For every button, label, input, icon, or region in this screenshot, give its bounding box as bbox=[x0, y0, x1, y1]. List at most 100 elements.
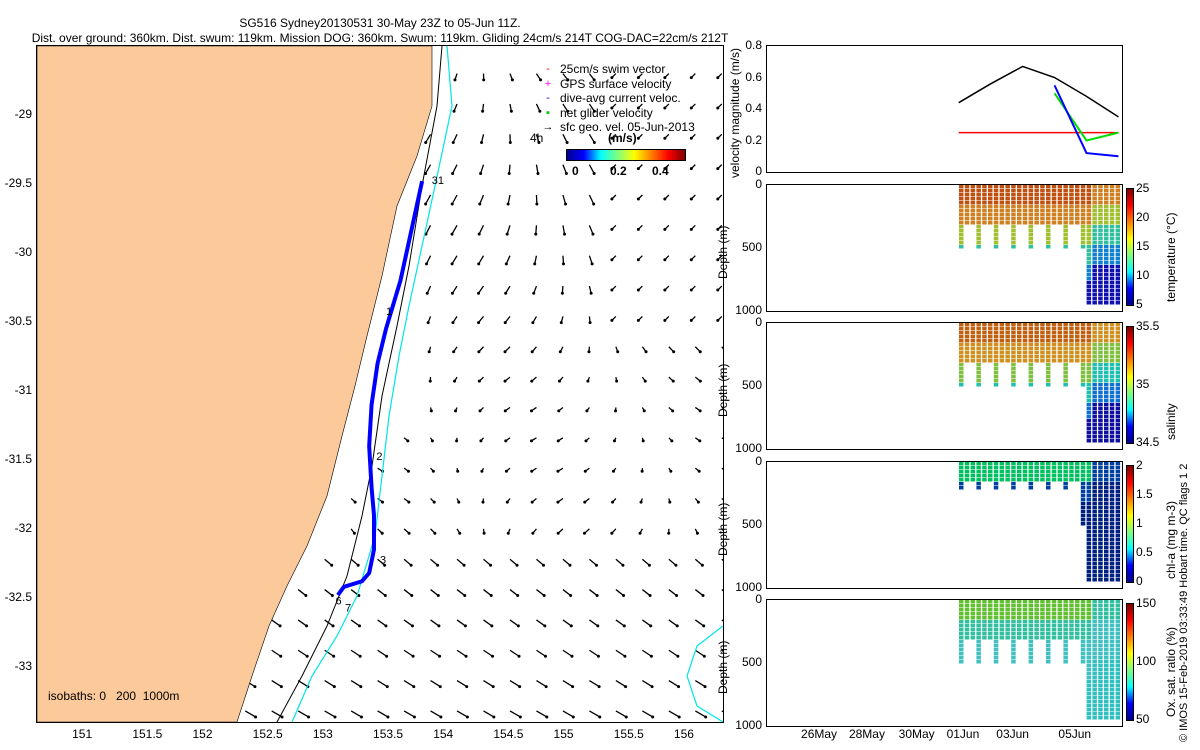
section-cell bbox=[1011, 359, 1016, 363]
section-cell bbox=[1109, 608, 1115, 612]
section-cell bbox=[1034, 197, 1039, 201]
section-cell bbox=[1075, 462, 1080, 466]
section-cell bbox=[1017, 620, 1022, 624]
section-cell bbox=[1104, 431, 1109, 435]
section-cell bbox=[1115, 522, 1121, 526]
section-cell bbox=[1080, 209, 1086, 213]
section-cell bbox=[1092, 664, 1097, 668]
section-cell bbox=[1115, 399, 1121, 403]
section-cell bbox=[1011, 323, 1016, 327]
section-cell bbox=[1028, 343, 1034, 347]
section-cell bbox=[1098, 265, 1103, 269]
section-cell bbox=[1046, 331, 1051, 335]
section-cell bbox=[976, 640, 981, 644]
velocity-arrow bbox=[694, 558, 703, 566]
section-cell bbox=[1086, 518, 1092, 522]
section-cell bbox=[1086, 648, 1092, 652]
section-cell bbox=[1063, 189, 1068, 193]
section-cell bbox=[1046, 185, 1051, 189]
section-cell bbox=[1104, 692, 1109, 696]
section-cell bbox=[1104, 530, 1109, 534]
section-cell bbox=[959, 600, 964, 604]
map-x-tick: 153 bbox=[312, 727, 333, 741]
section-cell bbox=[1104, 209, 1109, 213]
section-cell bbox=[1098, 383, 1103, 387]
velocity-arrow bbox=[324, 589, 333, 597]
section-cell bbox=[1098, 273, 1103, 277]
map-x-tick: 151.5 bbox=[132, 727, 163, 741]
section-cell bbox=[1017, 189, 1022, 193]
section-cell bbox=[1104, 478, 1109, 482]
section-cell bbox=[1104, 522, 1109, 526]
velocity-arrow bbox=[430, 710, 442, 718]
section-cell bbox=[988, 327, 993, 331]
section-cell bbox=[1115, 297, 1121, 301]
section-cell bbox=[1098, 363, 1103, 367]
colorbar-tick: 25 bbox=[1136, 181, 1150, 195]
velocity-arrow bbox=[479, 164, 485, 174]
section-cell bbox=[1069, 339, 1074, 343]
section-cell bbox=[999, 474, 1005, 478]
section-cell bbox=[964, 339, 970, 343]
velocity-arrow-head bbox=[610, 531, 614, 535]
section-cell bbox=[1028, 632, 1034, 636]
section-cell bbox=[1057, 335, 1063, 339]
velocity-arrow bbox=[562, 194, 567, 205]
section-cell bbox=[1092, 205, 1097, 209]
section-cell bbox=[1104, 502, 1109, 506]
section-cell bbox=[1115, 217, 1121, 221]
section-cell bbox=[1086, 277, 1092, 281]
section-cell bbox=[1034, 470, 1039, 474]
section-cell bbox=[1115, 355, 1121, 359]
velocity-arrow-head bbox=[518, 715, 522, 719]
section-cell bbox=[1115, 462, 1121, 466]
section-cell bbox=[1092, 490, 1097, 494]
section-cell bbox=[1086, 371, 1092, 375]
velocity-arrow-head bbox=[492, 715, 496, 719]
section-cell bbox=[1104, 347, 1109, 351]
section-cell bbox=[1051, 355, 1057, 359]
section-cell bbox=[1092, 620, 1097, 624]
section-cell bbox=[1075, 213, 1080, 217]
velocity-arrow bbox=[451, 225, 458, 235]
velocity-arrow bbox=[509, 649, 520, 657]
velocity-arrow-head bbox=[716, 76, 720, 80]
section-cell bbox=[964, 185, 970, 189]
velocity-arrow-head bbox=[689, 106, 693, 110]
velocity-arrow bbox=[456, 710, 468, 718]
section-cell bbox=[1092, 482, 1097, 486]
section-cell bbox=[1051, 359, 1057, 363]
section-cell bbox=[1104, 415, 1109, 419]
section-cell bbox=[1109, 411, 1115, 415]
section-cell bbox=[1104, 217, 1109, 221]
section-cell bbox=[1051, 221, 1057, 225]
section-cell bbox=[1080, 343, 1086, 347]
velocity-arrow-head bbox=[410, 594, 414, 598]
section-cell bbox=[1046, 462, 1051, 466]
map-x-tick: 152 bbox=[192, 727, 213, 741]
section-cell bbox=[1034, 359, 1039, 363]
velocity-arrow-head bbox=[530, 469, 534, 473]
section-cell bbox=[1080, 359, 1086, 363]
section-cell bbox=[1086, 570, 1092, 574]
section-cell bbox=[1086, 229, 1092, 233]
velocity-arrow-head bbox=[636, 227, 640, 231]
isobath-1000-right bbox=[686, 625, 723, 722]
section-cell bbox=[1092, 604, 1097, 608]
section-cell bbox=[1104, 712, 1109, 716]
section-cell bbox=[1086, 466, 1092, 470]
section-cell bbox=[993, 347, 999, 351]
section-cell bbox=[976, 351, 981, 355]
section-cell bbox=[1086, 253, 1092, 257]
section-cell bbox=[1063, 217, 1068, 221]
section-cell bbox=[1109, 514, 1115, 518]
section-cell bbox=[1011, 327, 1016, 331]
section-cell bbox=[1092, 237, 1097, 241]
section-cell bbox=[988, 355, 993, 359]
section-cell bbox=[1104, 363, 1109, 367]
section-cell bbox=[1109, 558, 1115, 562]
section-cell bbox=[1080, 600, 1086, 604]
velocity-arrow-head bbox=[624, 715, 628, 719]
section-cell bbox=[1069, 213, 1074, 217]
section-cell bbox=[1069, 628, 1074, 632]
